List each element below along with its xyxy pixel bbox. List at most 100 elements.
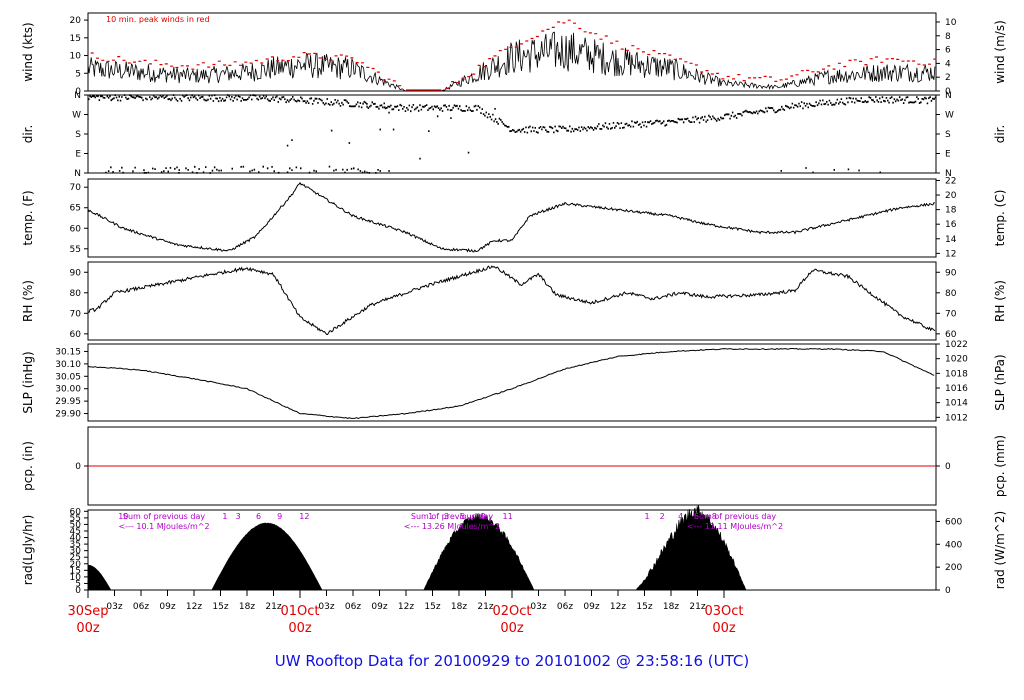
x-hour-tick-label: 21z [477, 602, 493, 612]
pcp-right-axis-label: pcp. (mm) [993, 435, 1007, 497]
x-day-hour-label: 00z [712, 621, 736, 636]
rh-left-tick-label: 70 [70, 309, 82, 319]
wind-frame [87, 12, 937, 92]
dir-right-tick-label: W [945, 111, 954, 121]
temp-left-tick-label: 60 [70, 224, 82, 234]
slp-series [87, 347, 935, 420]
rh-left-axis-label: RH (%) [21, 280, 35, 322]
temp-frame [87, 178, 937, 258]
rad-sun-hour-label: 3 [236, 512, 241, 521]
x-hour-tick-label: 18z [239, 602, 255, 612]
chart-title: UW Rooftop Data for 20100929 to 20101002… [275, 652, 749, 670]
slp-left-tick-label: 30.00 [55, 385, 81, 395]
rad-note-line2: <--- 13.26 MJoules/m^2 [404, 522, 500, 531]
x-hour-tick-label: 18z [451, 602, 467, 612]
rad-sun-hour-label: 2 [660, 512, 665, 521]
pcp-left-tick-label: 0 [75, 462, 81, 472]
rad-left-tick-label: 10 [70, 573, 82, 583]
wind-peak-note: 10 min. peak winds in red [106, 15, 210, 24]
temp-left-tick-label: 65 [70, 204, 81, 214]
temp-left-tick-label: 55 [70, 245, 81, 255]
temp-right-tick-label: 18 [945, 206, 957, 216]
rad-note-line2: <--- 10.1 MJoules/m^2 [118, 522, 209, 531]
rad-note-line2: <--- 11.11 MJoules/m^2 [687, 522, 783, 531]
temp-right-tick-label: 16 [945, 220, 957, 230]
dir-left-tick-label: S [75, 130, 81, 140]
wind-right-tick-label: 8 [945, 32, 951, 42]
x-hour-tick-label: 03z [318, 602, 334, 612]
wind-left-tick-label: 10 [70, 52, 82, 62]
dir-right-tick-label: N [945, 169, 952, 179]
wind-right-tick-label: 2 [945, 73, 951, 83]
dir-right-tick-label: S [945, 130, 951, 140]
x-hour-tick-label: 18z [663, 602, 679, 612]
rad-left-tick-label: 50 [70, 520, 82, 530]
slp-right-axis-label: SLP (hPa) [993, 354, 1007, 410]
slp-right-tick-label: 1012 [945, 413, 968, 423]
rad-left-tick-label: 35 [70, 540, 81, 550]
dir-left-tick-label: E [75, 150, 81, 160]
temp-series [87, 181, 935, 253]
temp-left-axis-label: temp. (F) [21, 190, 35, 245]
rh-right-tick-label: 60 [945, 330, 957, 340]
rad-sun-hour-label: 9 [277, 512, 282, 521]
rh-right-tick-label: 90 [945, 268, 957, 278]
dir-left-axis-label: dir. [21, 125, 35, 144]
rad-sun-hour-label: 11 [503, 512, 513, 521]
rad-sun-hour-label: 1 [222, 512, 227, 521]
rad-left-tick-label: 15 [70, 566, 81, 576]
rh-right-axis-label: RH (%) [993, 280, 1007, 322]
dir-right-tick-label: N [945, 91, 952, 101]
rad-left-tick-label: 20 [70, 560, 82, 570]
slp-left-tick-label: 29.95 [55, 397, 81, 407]
wind-right-axis-label: wind (m/s) [993, 20, 1007, 84]
x-hour-tick-label: 21z [689, 602, 705, 612]
rad-day0-area [87, 564, 112, 591]
x-hour-tick-label: 09z [583, 602, 599, 612]
rad-right-axis-label: rad (W/m^2) [993, 511, 1007, 589]
rad-sun-hour-label: 6 [256, 512, 261, 521]
slp-left-tick-label: 29.90 [55, 410, 81, 420]
slp-right-tick-label: 1014 [945, 399, 968, 409]
rad-left-axis-label: rad(Lgly/hr) [21, 515, 35, 586]
rh-left-tick-label: 60 [70, 330, 82, 340]
rad-left-tick-label: 45 [70, 527, 81, 537]
rad-sun-hour-label: 1 [645, 512, 650, 521]
x-day-hour-label: 00z [500, 621, 524, 636]
slp-left-tick-label: 30.15 [55, 347, 81, 357]
wind-peak-series [90, 19, 937, 90]
rad-left-tick-label: 25 [70, 553, 81, 563]
wind-left-tick-label: 5 [75, 69, 81, 79]
dir-left-tick-label: N [74, 91, 81, 101]
rad-note-line1: Sum of previous day [411, 512, 493, 521]
wind-right-tick-label: 6 [945, 46, 951, 56]
wind-right-tick-label: 0 [945, 87, 951, 97]
dir-points [88, 94, 937, 174]
wind-left-tick-label: 20 [70, 16, 82, 26]
x-hour-tick-label: 03z [530, 602, 546, 612]
slp-right-tick-label: 1022 [945, 340, 968, 350]
dir-right-tick-label: E [945, 150, 951, 160]
wind-left-tick-label: 0 [75, 87, 81, 97]
rad-right-tick-label: 0 [945, 586, 951, 596]
rh-frame [87, 261, 937, 341]
rad-right-tick-label: 600 [945, 517, 962, 527]
x-hour-tick-label: 15z [424, 602, 440, 612]
rh-right-tick-label: 80 [945, 289, 957, 299]
x-hour-tick-label: 06z [133, 602, 149, 612]
rad-left-tick-label: 60 [70, 507, 82, 517]
temp-left-tick-label: 70 [70, 183, 82, 193]
wind-left-axis-label: wind (kts) [21, 22, 35, 81]
rh-right-tick-label: 70 [945, 309, 957, 319]
temp-right-tick-label: 14 [945, 235, 957, 245]
rad-sun-hour-label: 6 [694, 512, 699, 521]
rad-day3-area [635, 504, 747, 591]
x-hour-tick-label: 21z [265, 602, 281, 612]
slp-left-tick-label: 30.10 [55, 360, 81, 370]
x-hour-tick-label: 09z [159, 602, 175, 612]
x-day-label: 30Sep [67, 604, 108, 619]
rad-left-tick-label: 40 [70, 534, 82, 544]
slp-right-tick-label: 1020 [945, 355, 968, 365]
rad-left-tick-label: 30 [70, 547, 82, 557]
